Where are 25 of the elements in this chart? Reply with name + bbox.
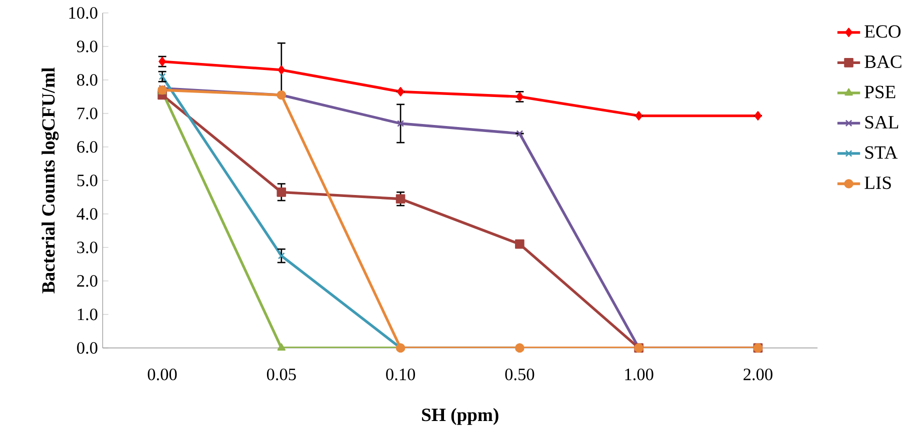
y-axis-title: Bacterial Counts logCFU/ml: [42, 68, 59, 294]
legend-label: STA: [865, 146, 898, 159]
y-tick-label: 2.0: [77, 275, 98, 287]
y-tick-label: 7.0: [78, 108, 98, 120]
y-tick-label: 0.0: [77, 342, 98, 354]
y-tick-label: 3.0: [77, 242, 98, 254]
y-tick-label: 1.0: [78, 308, 98, 320]
y-tick-label: 9.0: [76, 40, 98, 52]
x-axis-title: SH (ppm): [422, 408, 498, 426]
legend-label: BAC: [864, 56, 902, 68]
x-tick-label: 1.00: [625, 368, 654, 380]
x-tick-label: 2.00: [744, 368, 772, 380]
y-tick-label: 4.0: [76, 208, 98, 220]
x-tick-label: 0.10: [386, 368, 416, 380]
y-tick-label: 8.0: [77, 74, 98, 86]
y-tick-label: 10.0: [69, 7, 98, 19]
legend-label: SAL: [865, 116, 898, 129]
legend-label: PSE: [864, 86, 896, 98]
legend-label: ECO: [864, 25, 901, 38]
x-tick-label: 0.00: [148, 368, 177, 380]
y-tick-label: 6.0: [77, 141, 98, 153]
x-tick-label: 0.05: [266, 368, 296, 380]
x-tick-label: 0.50: [505, 368, 534, 380]
legend-label: LIS: [864, 176, 891, 190]
y-tick-label: 5.0: [77, 174, 98, 186]
